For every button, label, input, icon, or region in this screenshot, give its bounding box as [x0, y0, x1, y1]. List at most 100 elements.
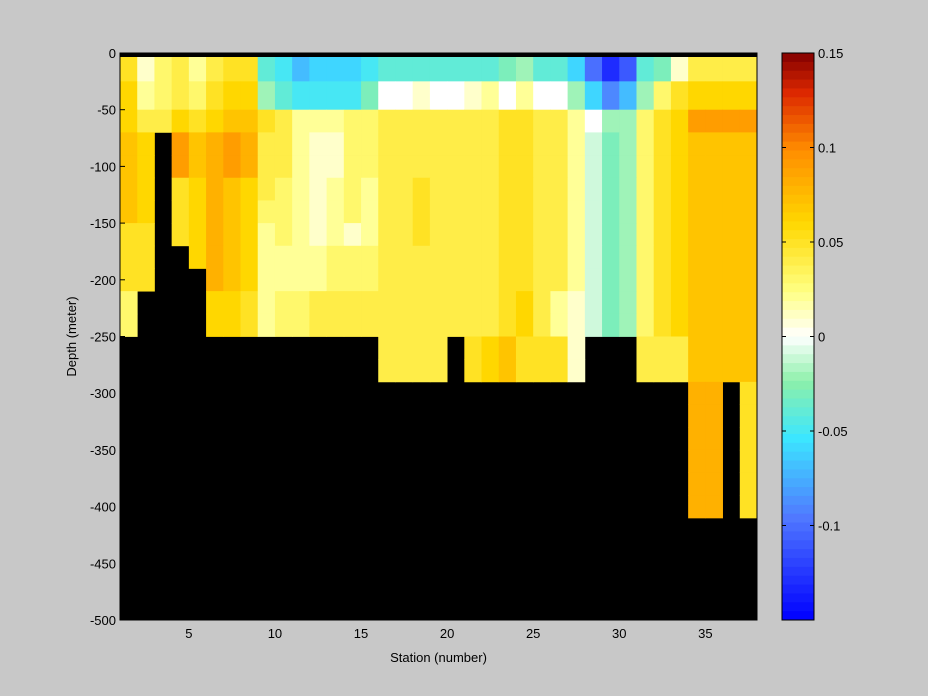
colorbar-step [782, 451, 814, 462]
heatmap-cell [309, 132, 327, 156]
heatmap-cell [343, 81, 362, 111]
colorbar-step [782, 380, 814, 391]
heatmap-cell [705, 359, 723, 383]
heatmap-cell [670, 81, 689, 111]
heatmap-cell [343, 245, 362, 269]
heatmap-cell [739, 427, 758, 451]
heatmap-cell [722, 200, 741, 224]
heatmap-cell [292, 223, 310, 247]
heatmap-cell [137, 223, 155, 247]
heatmap-cell [533, 56, 551, 82]
heatmap-cell [515, 336, 534, 360]
heatmap-cell [464, 223, 482, 247]
heatmap-cell [739, 336, 758, 360]
heatmap-cell [326, 223, 345, 247]
heatmap-cell [670, 132, 689, 156]
heatmap-cell [343, 200, 362, 224]
colorbar-step [782, 132, 814, 143]
heatmap-cell [533, 177, 551, 201]
heatmap-cell [429, 245, 448, 269]
heatmap-cell [498, 223, 517, 247]
heatmap-cell [498, 155, 517, 179]
heatmap-cell [326, 56, 345, 82]
heatmap-cell [429, 132, 448, 156]
heatmap-cell [274, 291, 293, 315]
colorbar-step [782, 460, 814, 470]
heatmap-cell [257, 291, 276, 315]
heatmap-cell [550, 155, 569, 179]
heatmap-cell [653, 200, 672, 224]
heatmap-cell [395, 268, 414, 292]
heatmap-cell [361, 291, 379, 315]
heatmap-cell [636, 223, 655, 247]
heatmap-cell [120, 109, 138, 133]
heatmap-cell [464, 245, 482, 269]
heatmap-cell [171, 81, 190, 111]
colorbar-step [782, 239, 814, 249]
heatmap-cell [515, 268, 534, 292]
heatmap-cell [481, 132, 500, 156]
heatmap-cell [498, 177, 517, 201]
colorbar-tick-label: 0.1 [818, 141, 836, 156]
heatmap-cell [602, 177, 620, 201]
heatmap-cell [705, 404, 723, 428]
heatmap-cell [670, 109, 689, 133]
colorbar-step [782, 301, 814, 311]
heatmap-cell [602, 56, 620, 82]
heatmap-cell [309, 223, 327, 247]
heatmap-cell [361, 155, 379, 179]
heatmap-cell [120, 291, 138, 315]
heatmap-cell [464, 313, 482, 337]
colorbar-step [782, 123, 814, 134]
heatmap-cell [429, 155, 448, 179]
heatmap-cell [688, 268, 706, 292]
heatmap-cell [567, 200, 586, 224]
heatmap-cell [412, 313, 431, 337]
heatmap-cell [309, 56, 327, 82]
heatmap-cell [137, 132, 155, 156]
heatmap-cell [739, 313, 758, 337]
heatmap-cell [636, 109, 655, 133]
heatmap-cell [240, 155, 259, 179]
heatmap-cell [412, 155, 431, 179]
heatmap-cell [636, 313, 655, 337]
heatmap-cell [670, 200, 689, 224]
heatmap-cell [584, 132, 603, 156]
heatmap-cell [223, 245, 241, 269]
heatmap-cell [395, 81, 414, 111]
heatmap-cell [309, 245, 327, 269]
heatmap-cell [171, 177, 190, 201]
heatmap-cell [206, 155, 224, 179]
heatmap-cell [602, 223, 620, 247]
y-axis-label: Depth (meter) [64, 296, 79, 376]
colorbar-step [782, 97, 814, 107]
heatmap-cell [206, 177, 224, 201]
heatmap-cell [584, 56, 603, 82]
heatmap-cell [120, 245, 138, 269]
heatmap-cell [688, 495, 706, 519]
heatmap-cell [137, 56, 155, 82]
heatmap-cell [670, 313, 689, 337]
heatmap-cell [567, 245, 586, 269]
heatmap-cell [447, 200, 465, 224]
heatmap-cell [653, 268, 672, 292]
heatmap-cell [722, 155, 741, 179]
colorbar-step [782, 442, 814, 453]
heatmap-cells [120, 53, 758, 519]
heatmap-cell [343, 109, 362, 133]
heatmap-cell [137, 155, 155, 179]
heatmap-cell [567, 155, 586, 179]
heatmap-cell [274, 109, 293, 133]
colorbar-step [782, 487, 814, 497]
colorbar-gradient [782, 53, 814, 621]
heatmap-cell [498, 56, 517, 82]
heatmap-cell [515, 56, 534, 82]
heatmap-cell [584, 291, 603, 315]
heatmap-cell [653, 245, 672, 269]
heatmap-cell [395, 359, 414, 383]
heatmap-cell [464, 291, 482, 315]
y-tick-label: -450 [90, 556, 116, 571]
heatmap-cell [240, 81, 259, 111]
heatmap-cell [515, 177, 534, 201]
heatmap-cell [412, 245, 431, 269]
